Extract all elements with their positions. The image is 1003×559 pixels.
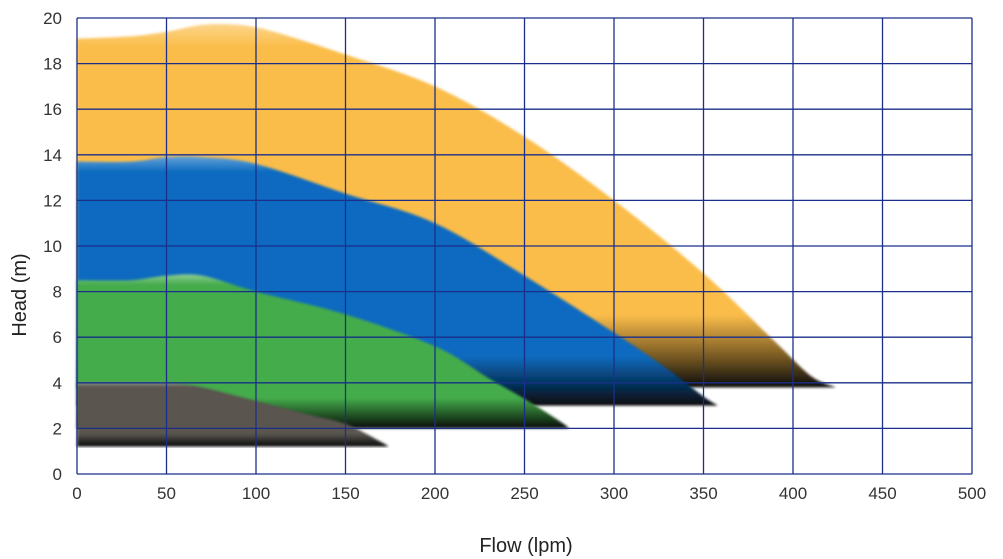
- x-tick-label-150: 150: [331, 484, 359, 503]
- areas-layer: [77, 23, 836, 447]
- x-tick-label-350: 350: [689, 484, 717, 503]
- x-tick-label-500: 500: [958, 484, 986, 503]
- y-tick-label-6: 6: [53, 328, 62, 347]
- x-axis-label: Flow (lpm): [479, 535, 572, 557]
- grid-layer: [76, 17, 973, 475]
- y-tick-label-12: 12: [43, 191, 62, 210]
- area-series-4: [77, 382, 389, 447]
- x-tick-label-400: 400: [779, 484, 807, 503]
- x-tick-label-0: 0: [72, 484, 81, 503]
- x-tick-label-300: 300: [600, 484, 628, 503]
- y-tick-label-20: 20: [43, 9, 62, 28]
- x-tick-label-50: 50: [157, 484, 176, 503]
- y-tick-label-0: 0: [53, 465, 62, 484]
- y-tick-label-2: 2: [53, 419, 62, 438]
- x-tick-label-100: 100: [242, 484, 270, 503]
- y-axis-ticks: 0 2 4 6 8 10 12 14 16 18 20: [43, 9, 62, 484]
- y-tick-label-18: 18: [43, 55, 62, 74]
- y-tick-label-16: 16: [43, 100, 62, 119]
- x-tick-label-250: 250: [510, 484, 538, 503]
- y-tick-label-4: 4: [53, 374, 62, 393]
- x-tick-label-450: 450: [868, 484, 896, 503]
- y-tick-label-8: 8: [53, 283, 62, 302]
- x-axis-ticks: 0 50 100 150 200 250 300 350 400 450 500: [72, 484, 986, 503]
- y-tick-label-14: 14: [43, 146, 62, 165]
- y-tick-label-10: 10: [43, 237, 62, 256]
- y-axis-label: Head (m): [9, 253, 31, 336]
- x-tick-label-200: 200: [421, 484, 449, 503]
